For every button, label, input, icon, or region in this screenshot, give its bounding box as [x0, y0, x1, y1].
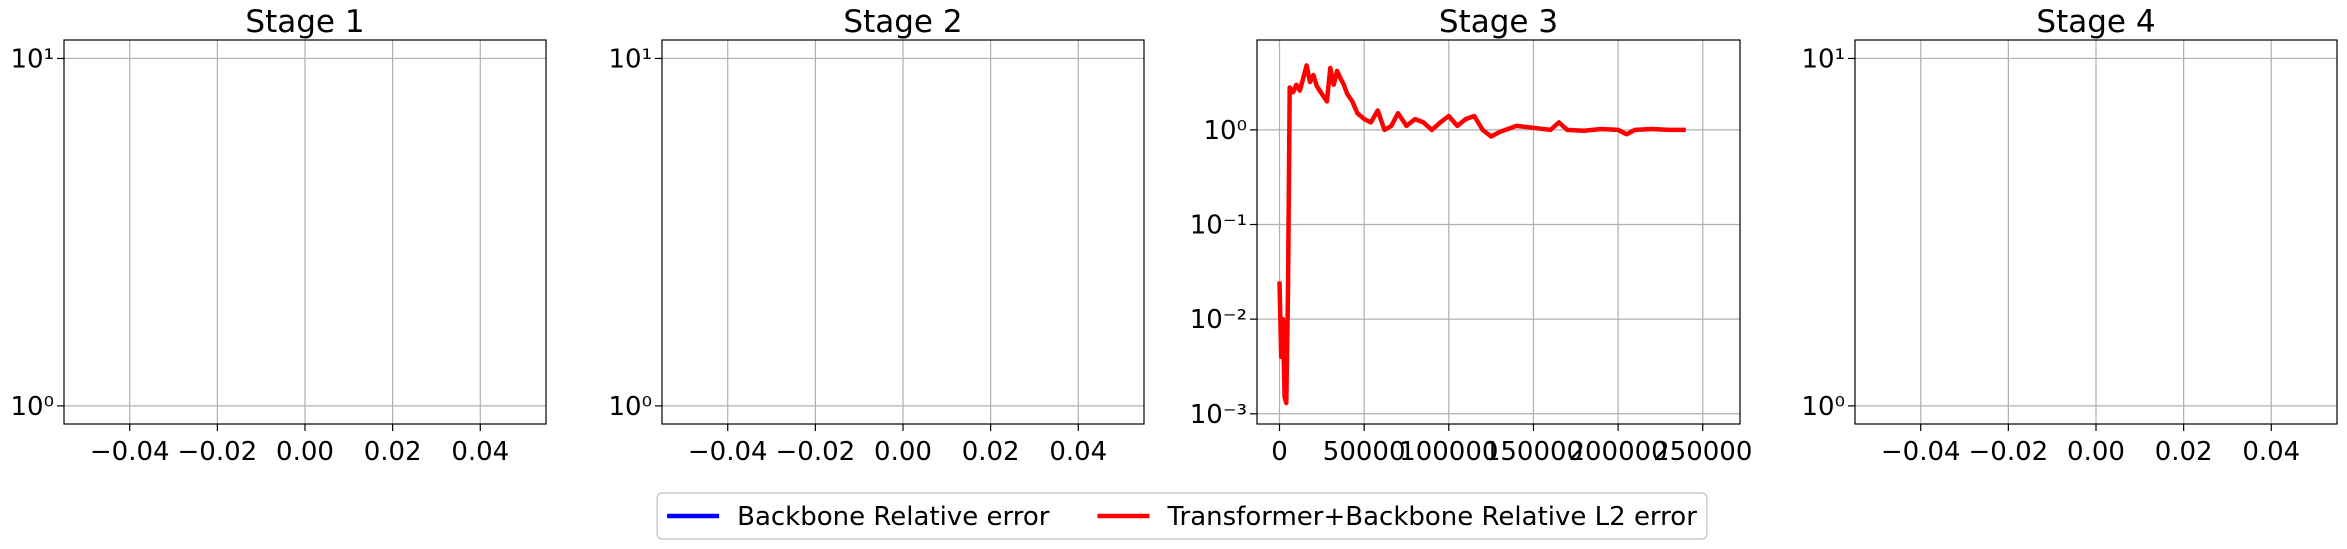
y-tick-label: 10⁻² [1190, 305, 1247, 335]
legend-frame [656, 492, 1708, 540]
axes-frame [1256, 39, 1741, 425]
x-tick-label: 0.04 [2242, 437, 2300, 467]
axes-frame [661, 39, 1145, 425]
x-tick-label: 0.00 [874, 437, 932, 467]
y-tick-label: 10⁰ [1203, 116, 1247, 146]
x-tick-label: 0.00 [276, 437, 334, 467]
data-line [1277, 63, 1686, 406]
x-tick-label: 200000 [1568, 437, 1667, 467]
x-tick-label: −0.04 [1881, 437, 1961, 467]
x-tick-label: 100000 [1399, 437, 1498, 467]
x-tick-label: 0.02 [2155, 437, 2213, 467]
y-tick-label: 10⁰ [608, 392, 652, 422]
subplot: Stage 1 −0.04 −0.02 0.00 0.02 0.04 10⁰ 10¹ [10, 4, 547, 467]
axes-frame [63, 39, 547, 425]
x-tick-label: 250000 [1653, 437, 1752, 467]
x-tick-label: 0 [1271, 437, 1288, 467]
subplot-title: Stage 2 [843, 4, 962, 40]
x-tick-label: 0.04 [1049, 437, 1107, 467]
x-tick-label: −0.02 [1969, 437, 2049, 467]
x-tick-label: 150000 [1484, 437, 1583, 467]
y-tick-label: 10⁻³ [1190, 400, 1247, 430]
subplot-title: Stage 4 [2036, 4, 2155, 40]
x-tick-label: −0.02 [776, 437, 856, 467]
y-tick-label: 10¹ [10, 44, 54, 74]
subplot-title: Stage 3 [1439, 4, 1558, 40]
legend-label: Transformer+Backbone Relative L2 error [1166, 502, 1697, 532]
x-tick-label: 0.02 [364, 437, 422, 467]
x-tick-label: −0.04 [688, 437, 768, 467]
y-tick-label: 10¹ [1801, 44, 1845, 74]
legend-label: Backbone Relative error [737, 502, 1050, 532]
x-tick-label: 0.00 [2067, 437, 2125, 467]
axes-frame [1854, 39, 2338, 425]
y-tick-label: 10¹ [608, 44, 652, 74]
y-tick-label: 10⁻¹ [1190, 210, 1247, 240]
y-tick-label: 10⁰ [1801, 392, 1845, 422]
subplot-title: Stage 1 [245, 4, 364, 40]
x-tick-label: 0.04 [451, 437, 509, 467]
x-tick-label: 0.02 [962, 437, 1020, 467]
subplot: Stage 4 −0.04 −0.02 0.00 0.02 0.04 10⁰ 10¹ [1801, 4, 2338, 467]
x-tick-label: 50000 [1323, 437, 1406, 467]
x-tick-label: −0.04 [90, 437, 170, 467]
legend: Backbone Relative error Transformer+Backb… [656, 492, 1708, 540]
subplot: Stage 2 −0.04 −0.02 0.00 0.02 0.04 10⁰ 10¹ [608, 4, 1145, 467]
x-tick-label: −0.02 [178, 437, 258, 467]
y-tick-label: 10⁰ [10, 392, 54, 422]
